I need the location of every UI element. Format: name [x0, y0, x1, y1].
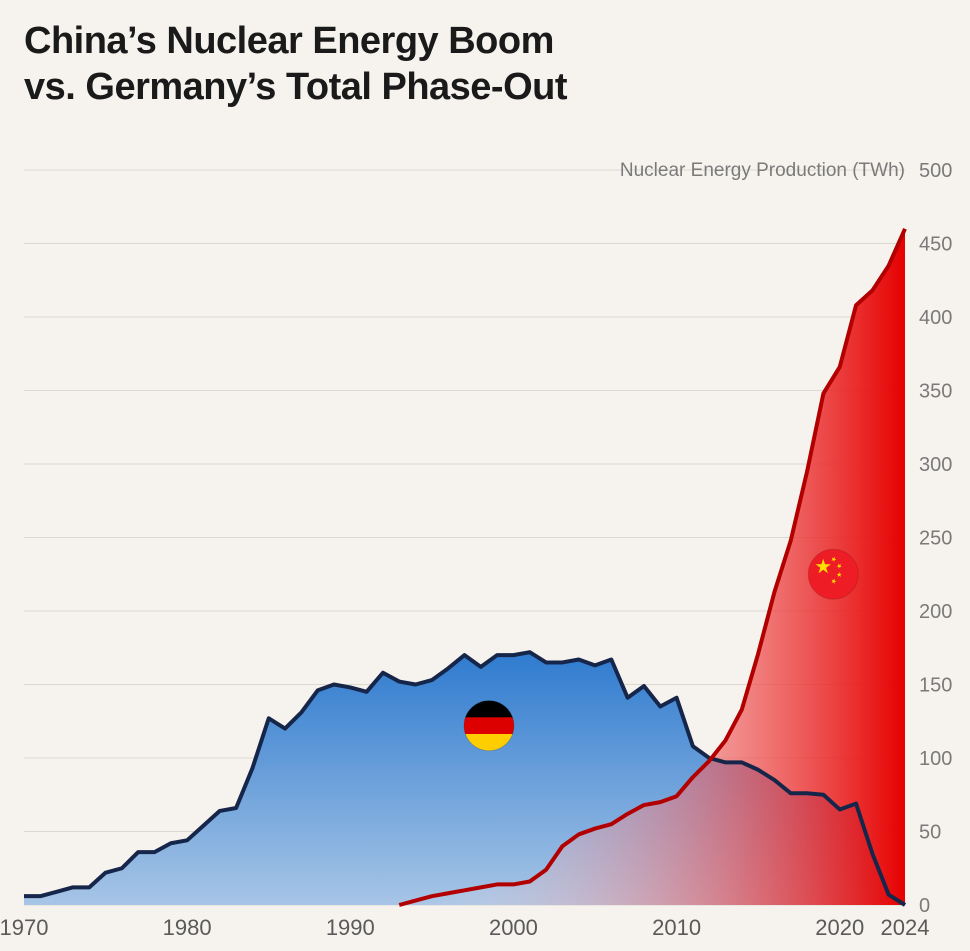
- y-tick-label: 500: [919, 160, 952, 182]
- y-tick-label: 400: [919, 307, 952, 329]
- y-tick-label: 300: [919, 454, 952, 476]
- x-tick-label: 2020: [815, 915, 864, 940]
- germany-flag-icon: [464, 701, 514, 752]
- y-tick-labels: 0 50 100 150 200 250 300 350 400 450 500: [919, 160, 952, 917]
- y-tick-label: 450: [919, 234, 952, 256]
- x-tick-labels: 1970 1980 1990 2000 2010 2020 2024: [0, 915, 929, 940]
- y-tick-label: 150: [919, 675, 952, 697]
- x-tick-label: 2000: [489, 915, 538, 940]
- x-tick-label: 1970: [0, 915, 48, 940]
- chart-svg: Nuclear Energy Production (TWh) 0 50 100 15…: [0, 0, 970, 951]
- x-tick-label: 2010: [652, 915, 701, 940]
- y-tick-label: 0: [919, 895, 930, 917]
- x-tick-label: 1980: [163, 915, 212, 940]
- y-axis-title: Nuclear Energy Production (TWh): [620, 160, 905, 181]
- y-tick-label: 100: [919, 748, 952, 770]
- y-tick-label: 350: [919, 381, 952, 403]
- china-flag-icon: [808, 549, 858, 599]
- y-tick-label: 200: [919, 601, 952, 623]
- x-tick-label: 2024: [881, 915, 930, 940]
- chart-container: China’s Nuclear Energy Boom vs. Germany’…: [0, 0, 970, 951]
- y-tick-label: 50: [919, 822, 941, 844]
- x-tick-label: 1990: [326, 915, 375, 940]
- y-tick-label: 250: [919, 528, 952, 550]
